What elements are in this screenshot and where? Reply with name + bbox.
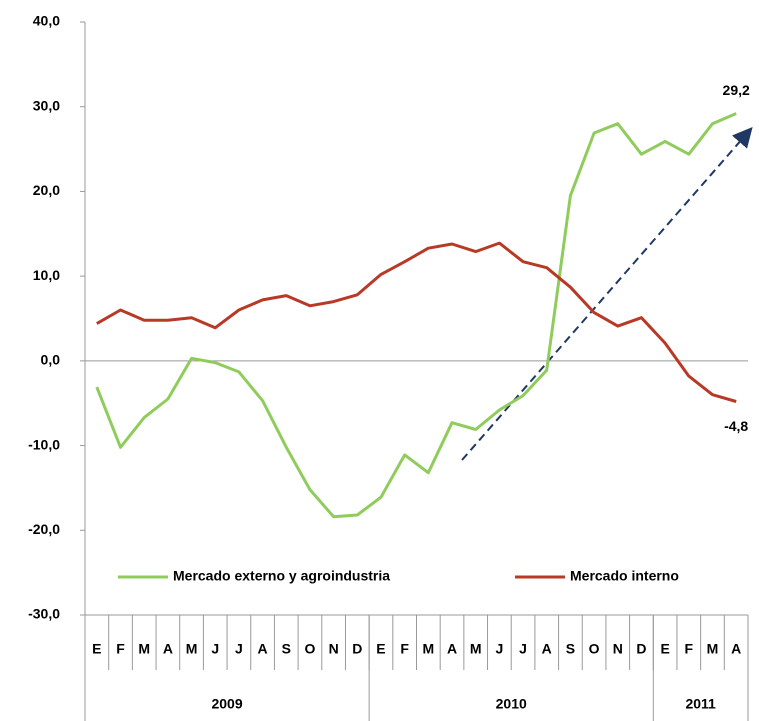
y-tick-label: 10,0	[33, 267, 60, 283]
y-tick-label: 30,0	[33, 97, 60, 113]
x-tick-label: A	[163, 641, 173, 657]
x-tick-label: E	[660, 641, 669, 657]
x-tick-label: A	[731, 641, 741, 657]
x-tick-label: A	[542, 641, 552, 657]
x-tick-label: M	[423, 641, 435, 657]
x-tick-label: A	[447, 641, 457, 657]
y-tick-label: -30,0	[28, 606, 60, 622]
x-tick-label: F	[400, 641, 409, 657]
x-tick-label: S	[566, 641, 575, 657]
x-tick-label: M	[138, 641, 150, 657]
y-tick-label: 20,0	[33, 182, 60, 198]
x-tick-label: E	[376, 641, 385, 657]
value-label: 29,2	[723, 82, 750, 98]
x-tick-label: J	[519, 641, 527, 657]
y-tick-label: -10,0	[28, 436, 60, 452]
x-tick-label: F	[685, 641, 694, 657]
x-tick-label: J	[235, 641, 243, 657]
x-tick-label: O	[589, 641, 600, 657]
x-tick-label: A	[258, 641, 268, 657]
series-line	[96, 241, 737, 403]
x-tick-label: S	[282, 641, 291, 657]
year-label: 2009	[211, 696, 242, 712]
value-label: -4,8	[724, 418, 748, 434]
x-tick-label: M	[707, 641, 719, 657]
x-tick-label: D	[636, 641, 646, 657]
year-label: 2010	[496, 696, 527, 712]
x-tick-label: M	[186, 641, 198, 657]
y-tick-label: 0,0	[41, 352, 61, 368]
x-tick-label: J	[211, 641, 219, 657]
year-label: 2011	[685, 696, 716, 712]
x-tick-label: E	[92, 641, 101, 657]
x-tick-label: N	[329, 641, 339, 657]
x-tick-label: O	[305, 641, 316, 657]
x-tick-label: N	[613, 641, 623, 657]
y-tick-label: -20,0	[28, 521, 60, 537]
x-tick-label: J	[495, 641, 503, 657]
y-tick-label: 40,0	[33, 13, 60, 29]
x-tick-label: M	[470, 641, 482, 657]
x-tick-label: F	[116, 641, 125, 657]
x-tick-label: D	[352, 641, 362, 657]
legend-label: Mercado externo y agroindustria	[173, 568, 390, 584]
trend-arrow	[461, 126, 753, 461]
series-line	[95, 112, 737, 519]
legend-label: Mercado interno	[570, 568, 679, 584]
